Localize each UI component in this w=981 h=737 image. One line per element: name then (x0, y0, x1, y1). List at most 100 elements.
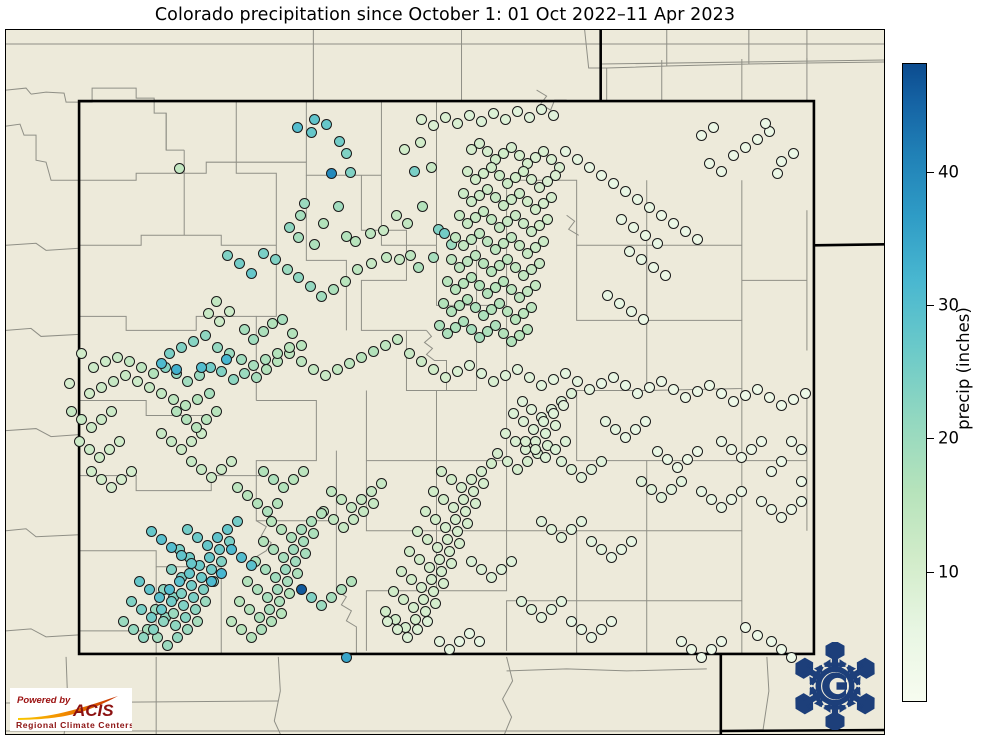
station-point[interactable] (266, 317, 278, 329)
station-point[interactable] (427, 363, 439, 375)
station-point[interactable] (247, 333, 259, 345)
station-point[interactable] (775, 643, 787, 655)
station-point[interactable] (205, 471, 217, 483)
station-point[interactable] (205, 563, 217, 575)
station-point[interactable] (453, 299, 465, 311)
station-point[interactable] (145, 611, 157, 623)
station-point[interactable] (465, 143, 477, 155)
station-point[interactable] (95, 473, 107, 485)
station-point[interactable] (181, 375, 193, 387)
station-point[interactable] (707, 121, 719, 133)
station-point[interactable] (667, 383, 679, 395)
station-point[interactable] (497, 275, 509, 287)
station-point[interactable] (695, 129, 707, 141)
station-point[interactable] (523, 371, 535, 383)
station-point[interactable] (260, 363, 272, 375)
station-point[interactable] (703, 157, 715, 169)
station-point[interactable] (463, 627, 475, 639)
station-point[interactable] (537, 145, 549, 157)
station-point[interactable] (497, 199, 509, 211)
station-point[interactable] (555, 595, 567, 607)
station-point[interactable] (517, 165, 529, 177)
station-point[interactable] (619, 185, 631, 197)
station-point[interactable] (525, 403, 537, 415)
station-point[interactable] (511, 105, 523, 117)
station-point[interactable] (459, 505, 471, 517)
station-point[interactable] (513, 291, 525, 303)
station-point[interactable] (715, 501, 727, 513)
station-point[interactable] (537, 197, 549, 209)
station-point[interactable] (715, 165, 727, 177)
station-point[interactable] (63, 377, 75, 389)
station-point[interactable] (609, 423, 621, 435)
station-point[interactable] (449, 321, 461, 333)
station-point[interactable] (505, 555, 517, 567)
station-point[interactable] (221, 249, 233, 261)
station-point[interactable] (601, 289, 613, 301)
station-point[interactable] (155, 357, 167, 369)
station-point[interactable] (533, 257, 545, 269)
station-point[interactable] (675, 635, 687, 647)
station-point[interactable] (775, 399, 787, 411)
station-point[interactable] (269, 253, 281, 265)
station-point[interactable] (695, 485, 707, 497)
station-point[interactable] (190, 421, 202, 433)
station-point[interactable] (283, 587, 295, 599)
station-point[interactable] (427, 251, 439, 263)
colorbar[interactable] (902, 63, 934, 702)
station-point[interactable] (607, 177, 619, 189)
station-point[interactable] (213, 315, 225, 327)
station-point[interactable] (441, 275, 453, 287)
station-point[interactable] (257, 325, 269, 337)
station-point[interactable] (403, 545, 415, 557)
station-point[interactable] (465, 271, 477, 283)
station-point[interactable] (191, 615, 203, 627)
station-point[interactable] (297, 535, 309, 547)
station-point[interactable] (795, 443, 807, 455)
station-point[interactable] (375, 477, 387, 489)
station-point[interactable] (367, 345, 379, 357)
station-point[interactable] (180, 413, 192, 425)
station-point[interactable] (461, 255, 473, 267)
station-point[interactable] (529, 151, 541, 163)
station-point[interactable] (501, 177, 513, 189)
station-point[interactable] (505, 193, 517, 205)
station-point[interactable] (365, 485, 377, 497)
station-point[interactable] (295, 355, 307, 367)
station-point[interactable] (727, 149, 739, 161)
station-point[interactable] (295, 583, 307, 595)
station-point[interactable] (535, 103, 547, 115)
station-point[interactable] (203, 551, 215, 563)
station-point[interactable] (725, 443, 737, 455)
station-point[interactable] (541, 175, 553, 187)
station-point[interactable] (465, 555, 477, 567)
station-point[interactable] (691, 445, 703, 457)
station-point[interactable] (785, 435, 797, 447)
station-point[interactable] (425, 161, 437, 173)
station-point[interactable] (189, 603, 201, 615)
station-point[interactable] (469, 249, 481, 261)
station-point[interactable] (497, 147, 509, 159)
station-point[interactable] (681, 453, 693, 465)
station-point[interactable] (211, 531, 223, 543)
station-point[interactable] (259, 563, 271, 575)
station-point[interactable] (516, 395, 528, 407)
station-point[interactable] (623, 245, 635, 257)
station-point[interactable] (319, 369, 331, 381)
station-point[interactable] (379, 339, 391, 351)
station-point[interactable] (171, 631, 183, 643)
station-point[interactable] (349, 235, 361, 247)
station-point[interactable] (457, 493, 469, 505)
station-point[interactable] (557, 399, 569, 411)
station-point[interactable] (513, 329, 525, 341)
station-point[interactable] (123, 355, 135, 367)
station-point[interactable] (343, 357, 355, 369)
station-point[interactable] (595, 543, 607, 555)
station-point[interactable] (163, 347, 175, 359)
station-point[interactable] (165, 435, 177, 447)
station-point[interactable] (645, 483, 657, 495)
station-point[interactable] (315, 507, 327, 519)
station-point[interactable] (627, 221, 639, 233)
station-point[interactable] (455, 481, 467, 493)
station-point[interactable] (765, 635, 777, 647)
